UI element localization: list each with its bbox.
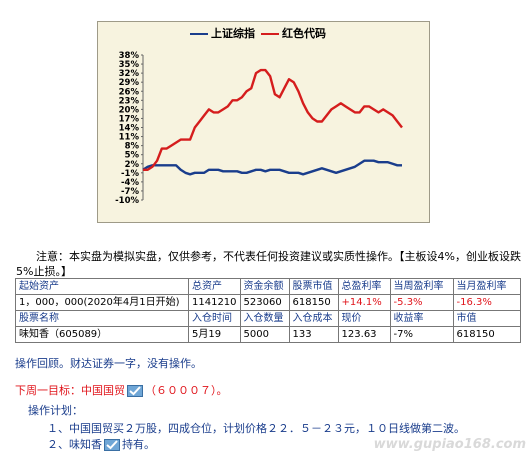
table-cell: 资金余额	[239, 278, 290, 295]
table-cell: 当月盈利率	[452, 278, 521, 295]
table-cell: 5000	[239, 326, 290, 343]
y-tick-label: -7%	[121, 187, 139, 197]
disclaimer-note: 注意：本实盘为模拟实盘，仅供参考，不代表任何投资建议或实质性操作。【主板设4%，…	[16, 249, 526, 279]
table-cell: 618150	[452, 326, 521, 343]
checkmark-image-icon	[127, 384, 143, 397]
table-cell: +14.1%	[337, 294, 391, 311]
table-cell: 523060	[239, 294, 290, 311]
table-cell: -5.3%	[389, 294, 454, 311]
legend-label-red-code: 红色代码	[282, 27, 326, 40]
y-tick-label: 2%	[125, 160, 140, 170]
y-axis: 38%35%32%29%26%23%20%17%14%11%8%5%2%-1%-…	[115, 51, 144, 206]
table-cell: 总盈利率	[337, 278, 391, 295]
y-tick-label: 5%	[125, 151, 140, 161]
y-tick-label: -4%	[121, 178, 139, 188]
table-cell: 入仓时间	[188, 310, 241, 327]
table-cell: 133	[288, 326, 339, 343]
table-cell: 收益率	[389, 310, 454, 327]
table-cell: 入仓数量	[239, 310, 290, 327]
plan-title: 操作计划：	[28, 404, 83, 417]
chart-background	[97, 21, 430, 223]
checkmark-image-icon	[104, 438, 120, 451]
operation-review: 操作回顾。财达证券一字，没有操作。	[15, 357, 202, 370]
table-cell: 股票名称	[15, 310, 189, 327]
table-cell: 618150	[288, 294, 339, 311]
y-tick-label: -1%	[121, 169, 139, 179]
legend-swatch-red	[261, 33, 279, 35]
y-tick-label: 38%	[119, 51, 140, 61]
next-week-target: 下周一目标：中国国贸 （６０００７）。	[15, 382, 228, 398]
table-cell: 起始资产	[15, 278, 189, 295]
table-cell: 市值	[452, 310, 521, 327]
table-row: 味知香（605089） 5月19 5000 133 123.63 -7% 618…	[15, 326, 521, 343]
disclaimer-text: 注意：本实盘为模拟实盘，仅供参考，不代表任何投资建议或实质性操作。【主板设4%，…	[16, 250, 521, 278]
plan-item-2-text: ２、味知香	[47, 438, 102, 451]
table-row: 1，000，000(2020年4月1日开始) 1141210 523060 61…	[15, 294, 521, 311]
table-cell: 当周盈利率	[389, 278, 454, 295]
table-cell: 现价	[337, 310, 391, 327]
y-tick-label: 17%	[119, 114, 140, 124]
table-cell: 1，000，000(2020年4月1日开始)	[15, 294, 189, 311]
y-tick-label: 14%	[119, 124, 140, 134]
table-cell: 味知香（605089）	[15, 326, 189, 343]
legend-swatch-blue	[190, 33, 208, 35]
series-line-shanghai	[142, 159, 402, 176]
y-tick-label: 23%	[119, 96, 140, 106]
series-line-red-code	[143, 68, 403, 172]
y-tick-label: 11%	[119, 133, 140, 143]
line-chart: 38%35%32%29%26%23%20%17%14%11%8%5%2%-1%-…	[115, 51, 403, 206]
plan-item-2-suffix: 持有。	[122, 438, 155, 451]
target-code: （６０００７）。	[145, 384, 228, 397]
table-cell: 1141210	[188, 294, 241, 311]
legend-label-shanghai: 上证综指	[211, 27, 255, 40]
table-cell: 入仓成本	[288, 310, 339, 327]
y-tick-label: 29%	[119, 78, 140, 88]
table-cell: 总资产	[188, 278, 241, 295]
table-cell: 123.63	[337, 326, 391, 343]
series-lines	[142, 68, 403, 176]
y-tick-label: 35%	[119, 60, 140, 70]
chart-legend: 上证综指 红色代码	[190, 25, 326, 41]
target-text: 下周一目标：中国国贸	[15, 384, 125, 397]
watermark: www.gupiao168.com	[373, 437, 526, 452]
portfolio-table: 起始资产 总资产 资金余额 股票市值 总盈利率 当周盈利率 当月盈利率 1，00…	[15, 278, 521, 343]
legend-item-red-code: 红色代码	[261, 25, 326, 41]
legend-item-shanghai: 上证综指	[190, 25, 255, 41]
y-tick-label: 8%	[125, 142, 140, 152]
table-cell: -16.3%	[452, 294, 521, 311]
plan-item-2: ２、味知香 持有。	[47, 436, 155, 452]
y-tick-label: 26%	[119, 87, 140, 97]
table-cell: 股票市值	[288, 278, 339, 295]
table-cell: 5月19	[188, 326, 241, 343]
y-tick-label: 32%	[119, 69, 140, 79]
table-row: 起始资产 总资产 资金余额 股票市值 总盈利率 当周盈利率 当月盈利率	[15, 278, 521, 295]
y-tick-label: 20%	[119, 105, 140, 115]
table-cell: -7%	[389, 326, 454, 343]
plan-item-1: １、中国国贸买２万股，四成仓位，计划价格２２．５－２３元，１０日线做第二波。	[47, 422, 465, 435]
table-row: 股票名称 入仓时间 入仓数量 入仓成本 现价 收益率 市值	[15, 310, 521, 327]
y-tick-label: -10%	[115, 196, 139, 206]
